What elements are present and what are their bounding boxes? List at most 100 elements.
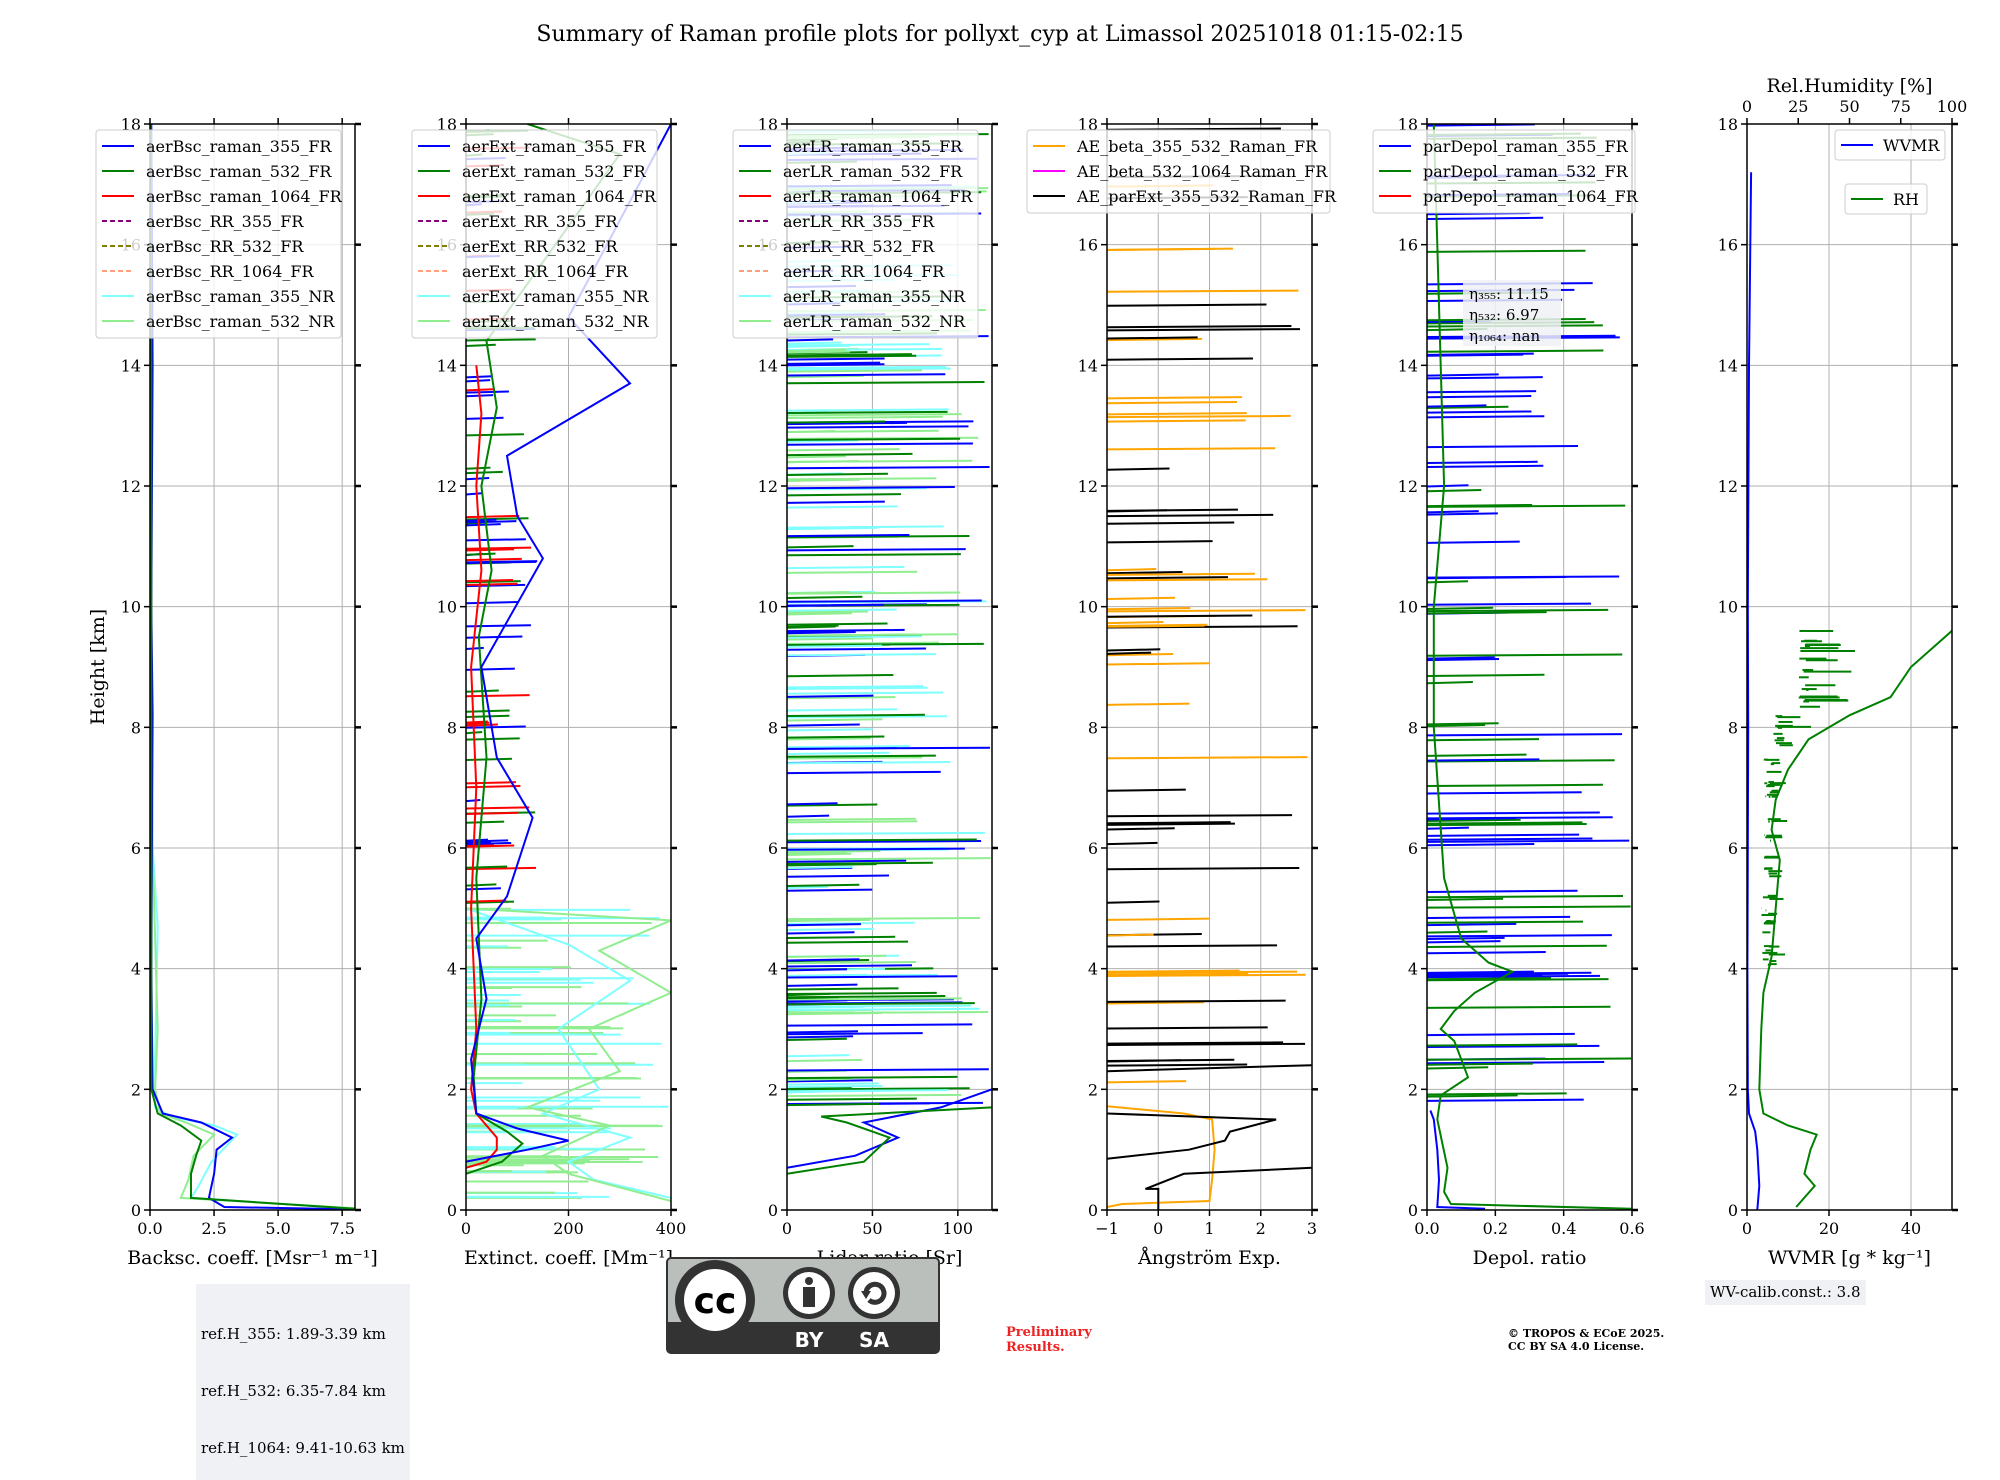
legend-label: aerLR_raman_532_NR — [783, 312, 966, 331]
series-line-AE_parExt_355_532_Raman_FR_c — [1107, 1064, 1312, 1073]
noise-segment — [1427, 822, 1587, 827]
noise-segment — [787, 987, 899, 991]
series-line-aerLR_raman_532_FR — [787, 1106, 992, 1175]
noise-segment — [1427, 905, 1631, 909]
x-tick-label: 0.0 — [1414, 1219, 1439, 1238]
noise-segment — [787, 997, 962, 1001]
noise-segment — [1107, 576, 1228, 580]
noise-segment — [787, 840, 982, 844]
legend-label: parDepol_raman_1064_FR — [1423, 187, 1639, 206]
noise-segment — [466, 635, 523, 639]
legend-label: aerLR_RR_532_FR — [783, 237, 935, 256]
noise-segment — [1107, 900, 1160, 904]
noise-segment — [466, 806, 530, 810]
noise-segment — [1427, 1098, 1584, 1102]
noise-segment — [787, 883, 860, 888]
y-tick-label: 0 — [1088, 1201, 1098, 1220]
legend-label: parDepol_raman_532_FR — [1423, 162, 1629, 181]
noise-segment — [787, 570, 918, 574]
noise-segment — [787, 361, 881, 365]
noise-segment — [1107, 570, 1183, 575]
series-line-AE_parExt_355_532_Raman_FR_b — [1107, 1112, 1277, 1160]
panel-2: 0246810121416180200400Extinct. coeff. [M… — [411, 115, 686, 1269]
x-tick-label: 3 — [1307, 1219, 1317, 1238]
noise-segment — [1427, 1092, 1567, 1096]
noise-segment — [787, 874, 890, 878]
noise-segment — [787, 935, 896, 940]
noise-segment — [787, 500, 885, 504]
legend-box — [732, 129, 979, 339]
noise-segment — [787, 1093, 962, 1098]
x-axis-label: Ångström Exp. — [1137, 1247, 1281, 1269]
y-tick-label: 8 — [1408, 718, 1418, 737]
badge-sa-label: SA — [859, 1328, 889, 1352]
noise-segment — [1427, 484, 1469, 488]
noise-segment — [1107, 607, 1191, 611]
noise-segment — [1107, 396, 1242, 400]
noise-segment — [466, 560, 537, 565]
noise-segment — [787, 1079, 873, 1083]
axes-frame — [1426, 123, 1633, 1211]
plot-area — [787, 129, 992, 1175]
noise-segment — [787, 348, 846, 353]
noise-segment — [1427, 415, 1545, 419]
ref-height-355: ref.H_355: 1.89-3.39 km — [201, 1325, 386, 1343]
noise-segment — [787, 708, 898, 712]
noise-segment — [787, 991, 937, 996]
noise-segment — [787, 381, 985, 385]
series-line-AE_beta_355_532_Raman_FR — [1107, 1105, 1216, 1208]
noise-segment — [1427, 373, 1499, 377]
noise-segment — [466, 723, 498, 727]
noise-segment — [1107, 969, 1240, 973]
legend-label: aerBsc_RR_532_FR — [146, 237, 304, 256]
noise-segment — [1427, 503, 1533, 508]
plot-area — [466, 124, 671, 1202]
plot-area — [150, 124, 355, 1210]
noise-segment — [787, 363, 885, 367]
noise-segment — [1427, 390, 1537, 394]
y-tick-label: 16 — [1718, 236, 1738, 255]
noise-segment — [466, 580, 521, 584]
noise-segment — [787, 940, 909, 944]
noise-segment — [1107, 568, 1157, 572]
noise-segment — [1427, 489, 1482, 493]
noise-segment — [787, 533, 910, 538]
legend-label: aerExt_raman_355_NR — [462, 287, 650, 306]
noise-segment — [787, 737, 871, 741]
noise-segment — [1427, 673, 1545, 677]
noise-segment — [787, 341, 842, 345]
noise-segment — [787, 674, 894, 678]
noise-segment — [1427, 1094, 1518, 1098]
top-x-tick-label: 75 — [1891, 97, 1911, 116]
noise-segment — [1107, 289, 1299, 293]
noise-segment — [466, 523, 501, 527]
y-tick-label: 8 — [768, 718, 778, 737]
noise-segment — [466, 343, 496, 347]
x-tick-label: 200 — [553, 1219, 584, 1238]
noise-segment — [1427, 1043, 1578, 1047]
noise-segment — [1107, 614, 1253, 618]
noise-segment — [1107, 1001, 1205, 1005]
noise-segment — [466, 492, 482, 496]
noise-segment — [1427, 977, 1552, 981]
noise-segment — [787, 608, 897, 612]
noise-segment — [787, 958, 860, 962]
x-tick-label: 50 — [862, 1219, 882, 1238]
noise-segment — [1427, 821, 1583, 825]
y-tick-label: 18 — [437, 115, 457, 134]
noise-segment — [1107, 970, 1298, 974]
y-tick-label: 0 — [768, 1201, 778, 1220]
y-tick-label: 16 — [1398, 236, 1418, 255]
noise-segment — [1107, 821, 1231, 825]
noise-segment — [787, 745, 911, 749]
noise-segment — [787, 599, 982, 603]
axes-frame — [149, 123, 356, 1211]
badge-by-label: BY — [795, 1328, 824, 1352]
noise-segment — [787, 410, 948, 415]
series-line-aerExt_raman_532_NR — [466, 907, 671, 1202]
noise-segment — [466, 518, 497, 522]
noise-segment — [1107, 1058, 1235, 1062]
y-tick-label: 8 — [447, 718, 457, 737]
noise-segment — [1427, 394, 1532, 399]
